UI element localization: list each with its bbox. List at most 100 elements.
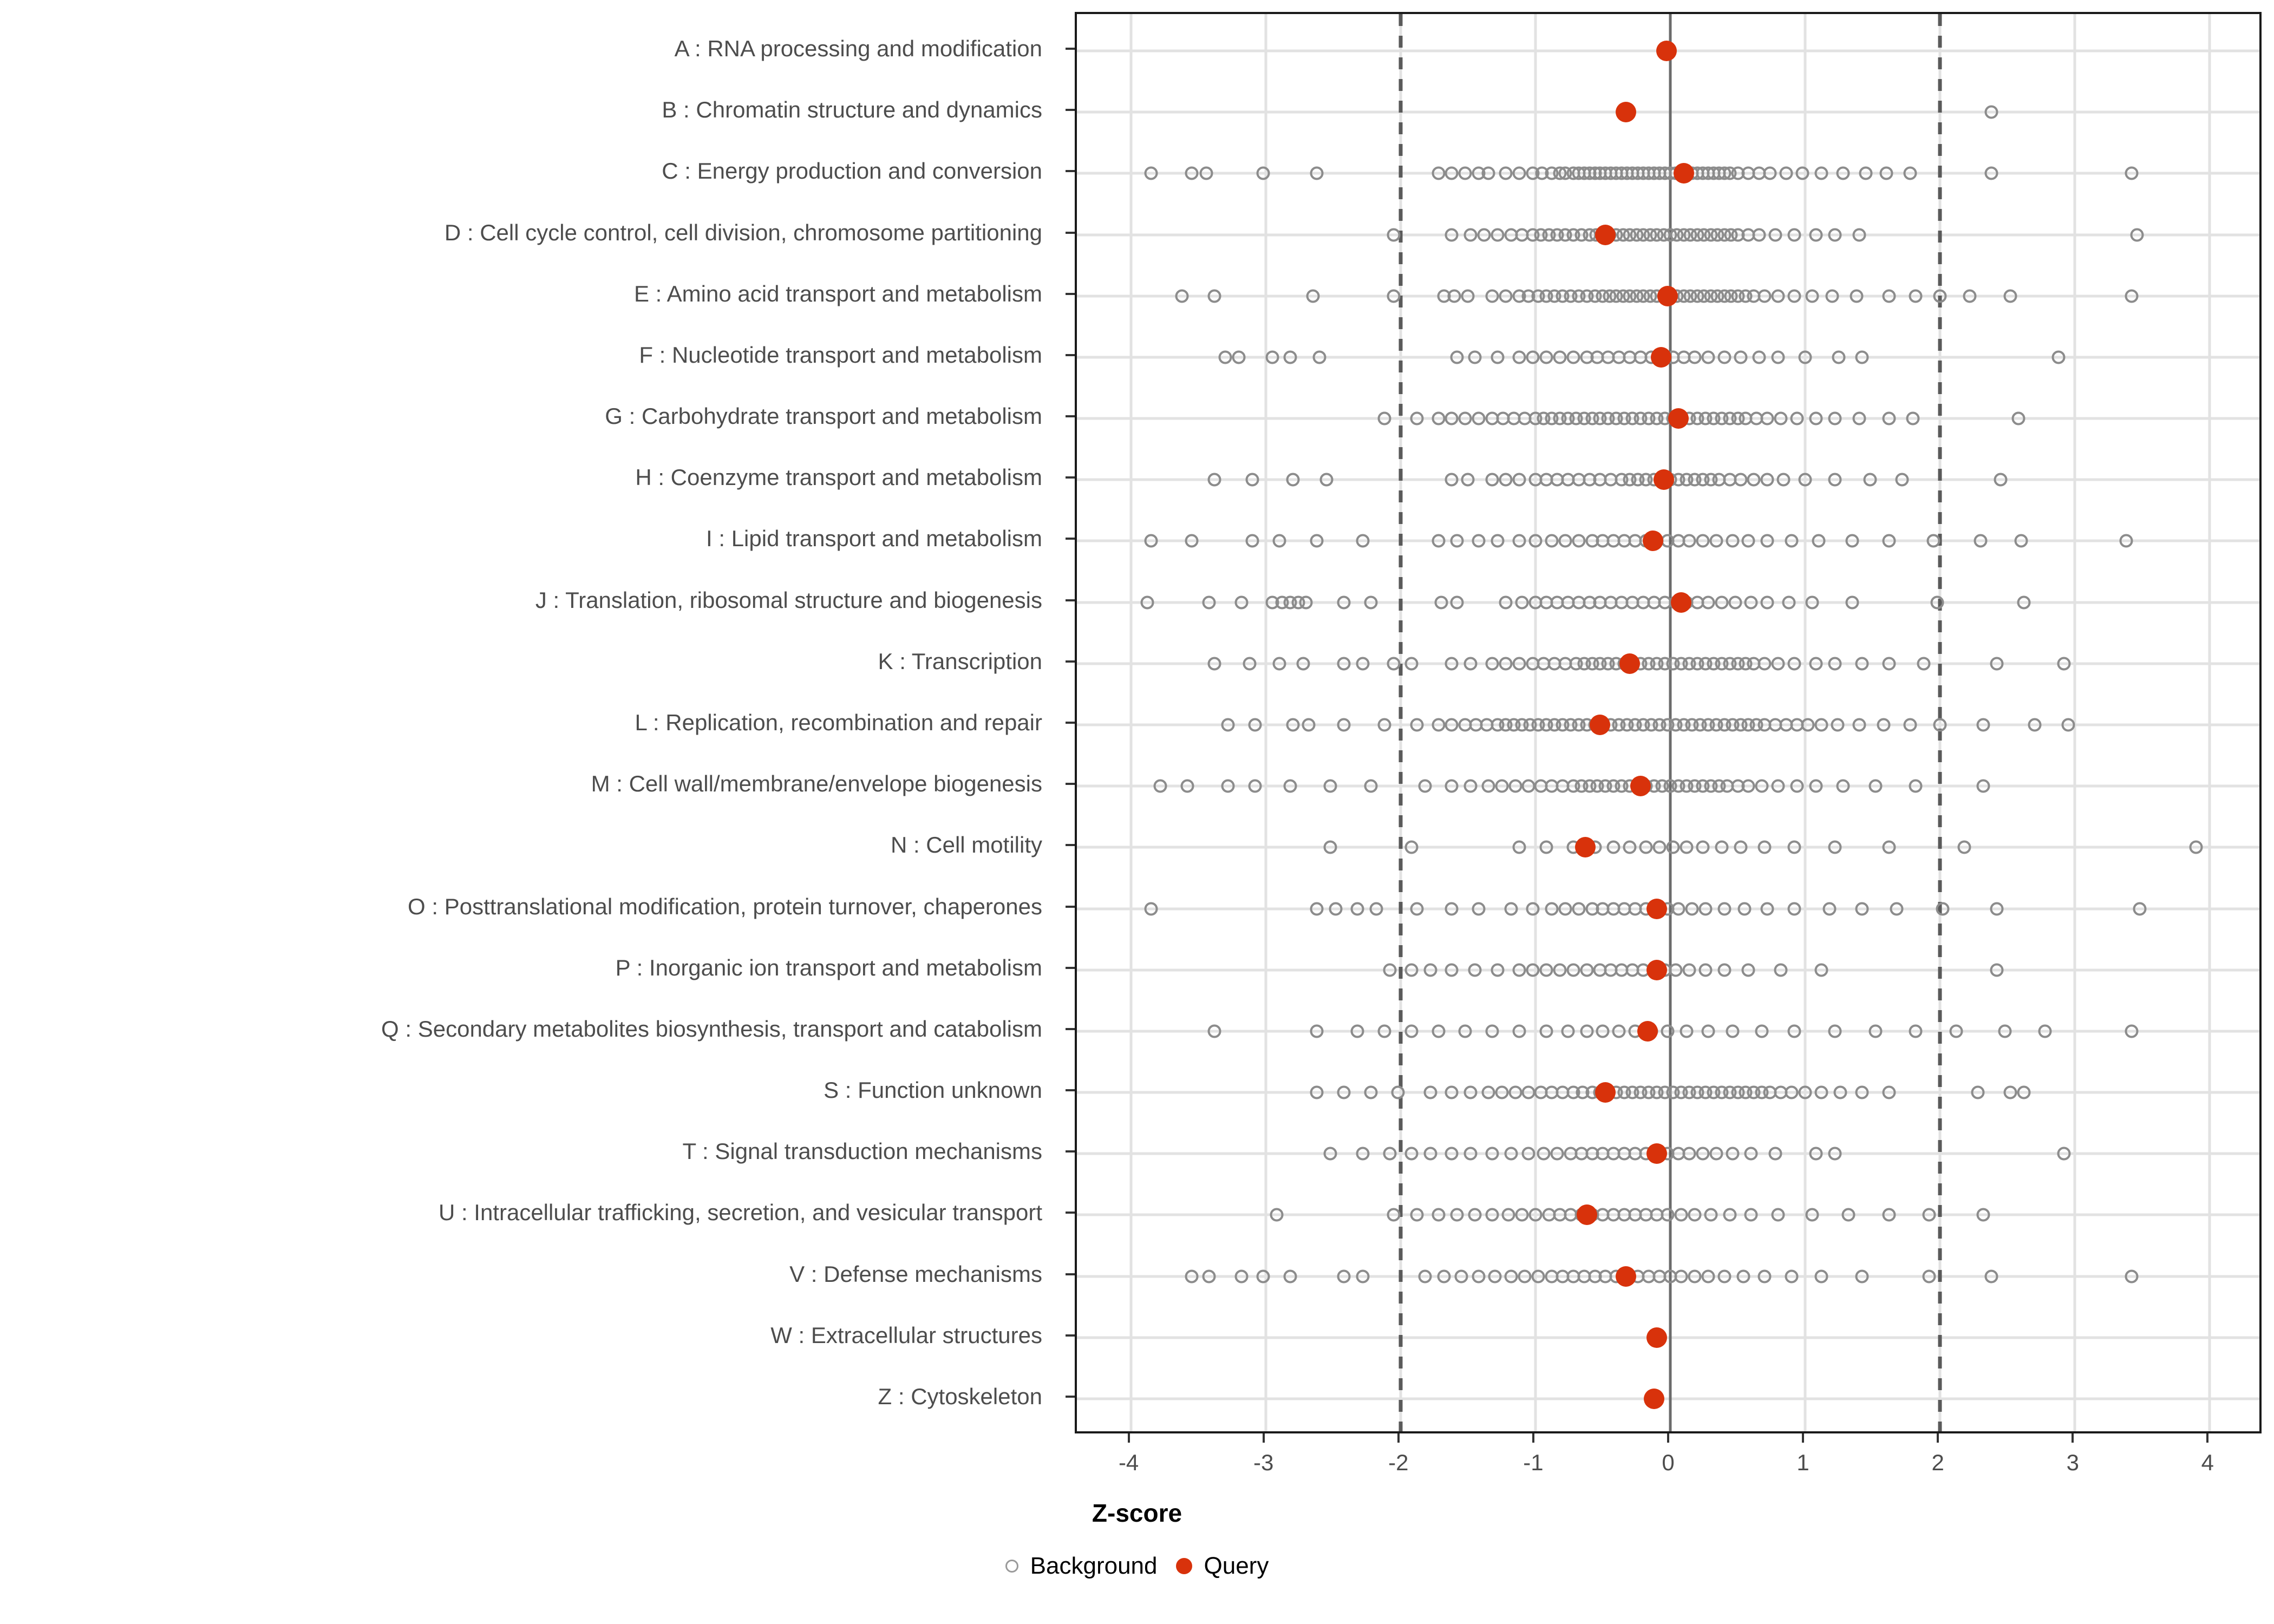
background-point [1933, 289, 1947, 303]
background-point [1828, 840, 1842, 854]
background-point [1771, 1208, 1785, 1222]
x-axis-tick-label: -2 [1388, 1450, 1409, 1475]
background-point [1207, 1024, 1221, 1038]
background-point [1445, 1147, 1459, 1161]
background-point [1909, 1024, 1923, 1038]
background-point [1144, 166, 1158, 180]
background-point [1234, 595, 1249, 610]
background-point [1580, 1024, 1594, 1038]
background-point [1882, 657, 1896, 671]
background-point [1472, 1269, 1486, 1284]
background-point [1715, 595, 1729, 610]
background-point [1515, 1208, 1529, 1222]
background-point [1526, 350, 1540, 364]
background-point [1798, 1085, 1812, 1099]
background-point [1485, 289, 1499, 303]
background-point [1936, 902, 1950, 916]
background-point [1688, 1269, 1702, 1284]
chart-legend: Background Query [0, 1553, 2274, 1580]
background-point [1432, 166, 1446, 180]
y-axis-label: P : Inorganic ion transport and metaboli… [615, 954, 1042, 980]
background-point [1855, 1085, 1869, 1099]
background-point [1410, 1208, 1424, 1222]
y-axis-label: E : Amino acid transport and metabolism [633, 280, 1042, 306]
background-point [1499, 595, 1513, 610]
background-point [1472, 902, 1486, 916]
background-point [1553, 350, 1567, 364]
background-point [1863, 473, 1877, 487]
y-axis-tick [1066, 599, 1075, 601]
background-point [1491, 534, 1505, 548]
background-point [1491, 350, 1505, 364]
background-point [1550, 1147, 1564, 1161]
background-point [1463, 1085, 1478, 1099]
background-point [1306, 289, 1320, 303]
background-point [1232, 350, 1246, 364]
background-point [1539, 1024, 1553, 1038]
background-point [1319, 473, 1334, 487]
background-point [1606, 840, 1620, 854]
background-point [1463, 779, 1478, 793]
query-point [1646, 959, 1668, 980]
background-point [1787, 840, 1801, 854]
background-point [1323, 779, 1337, 793]
background-point [1906, 411, 1920, 425]
x-axis-tick [1937, 1433, 1939, 1443]
background-point [1760, 595, 1774, 610]
background-point [1539, 350, 1553, 364]
y-axis-label: K : Transcription [878, 648, 1042, 674]
query-point [1575, 837, 1596, 858]
y-axis-label: S : Function unknown [824, 1077, 1042, 1103]
background-point [1337, 1269, 1351, 1284]
background-point [1757, 289, 1772, 303]
background-point [1488, 1269, 1502, 1284]
x-gridline [1129, 14, 1133, 1431]
background-point [1855, 902, 1869, 916]
background-point [1512, 534, 1526, 548]
background-point [1481, 1085, 1495, 1099]
background-point [1809, 411, 1823, 425]
background-point [1437, 1269, 1451, 1284]
background-point [1882, 534, 1896, 548]
background-point [1666, 840, 1680, 854]
background-point [1990, 902, 2004, 916]
threshold-line [1399, 14, 1403, 1431]
background-point [1674, 1269, 1688, 1284]
y-axis-tick [1066, 660, 1075, 663]
y-gridline [1077, 1397, 2259, 1400]
background-point [1445, 473, 1459, 487]
background-point [1768, 1147, 1782, 1161]
background-point [1310, 902, 1324, 916]
x-axis-tick [1127, 1433, 1130, 1443]
y-axis-label: U : Intracellular trafficking, secretion… [438, 1200, 1042, 1226]
background-point [1387, 289, 1401, 303]
background-point [1364, 1085, 1378, 1099]
background-point [1272, 657, 1286, 671]
y-axis-tick [1066, 538, 1075, 540]
background-point [1726, 1147, 1740, 1161]
background-point [1283, 779, 1297, 793]
background-point [1248, 718, 1262, 732]
background-point [1763, 166, 1777, 180]
background-point [1202, 1269, 1216, 1284]
background-point [1933, 718, 1947, 732]
y-axis-tick [1066, 476, 1075, 479]
y-axis-tick [1066, 1027, 1075, 1030]
background-point [1512, 166, 1526, 180]
background-point [1809, 657, 1823, 671]
background-point [1728, 595, 1742, 610]
background-point [1926, 534, 1940, 548]
background-point [1499, 166, 1513, 180]
background-point [1432, 1208, 1446, 1222]
background-point [1207, 289, 1221, 303]
background-point [1752, 350, 1766, 364]
background-point [1508, 1085, 1522, 1099]
query-point [1642, 531, 1663, 552]
background-point [1760, 534, 1774, 548]
background-point [1283, 350, 1297, 364]
background-point [1671, 902, 1685, 916]
background-point [1917, 657, 1931, 671]
background-point [1661, 1208, 1675, 1222]
background-point [1798, 473, 1812, 487]
